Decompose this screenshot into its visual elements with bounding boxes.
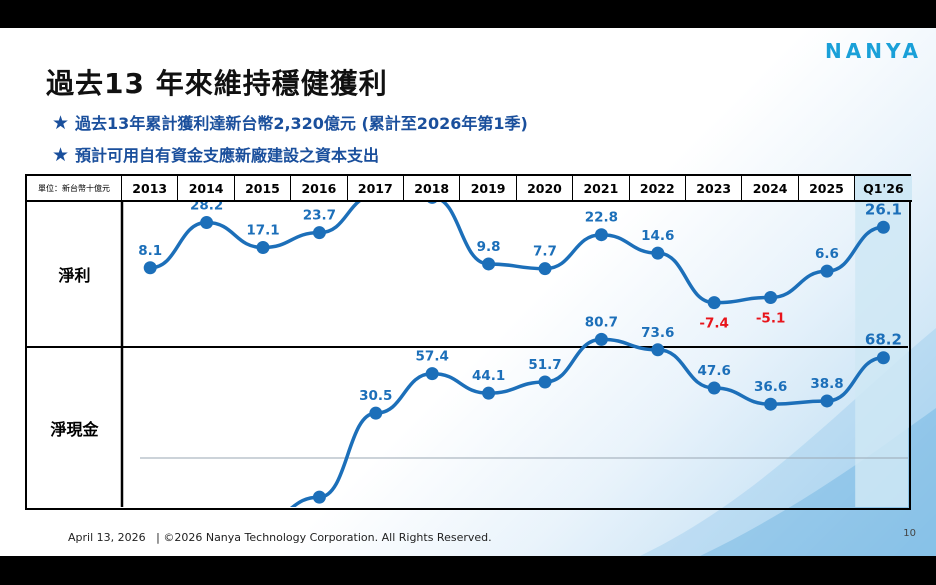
- row-label-net-cash: 淨現金: [50, 419, 99, 439]
- net-cash-point: [312, 490, 326, 504]
- year-header: 2022: [629, 176, 686, 202]
- net-income-point: [707, 296, 721, 310]
- net-income-value-label: -5.1: [756, 310, 786, 326]
- unit-label: 單位：新台幣十億元: [27, 176, 122, 202]
- net-income-value-label: 23.7: [303, 208, 336, 224]
- net-cash-point: [594, 332, 608, 346]
- net-income-value-label: 6.6: [815, 246, 839, 262]
- net-income-point: [820, 264, 834, 278]
- footer-date: April 13, 2026: [68, 531, 146, 544]
- year-header: 2025: [798, 176, 856, 202]
- year-header: Q1'26: [855, 176, 912, 202]
- row-label-net-income: 淨利: [58, 266, 91, 285]
- net-cash-point: [651, 343, 665, 357]
- year-header: 2018: [404, 176, 461, 202]
- year-header: 2019: [460, 176, 517, 202]
- year-header: 2023: [686, 176, 743, 202]
- net-income-value-label: 9.8: [477, 239, 501, 255]
- footer-copyright: ©2026 Nanya Technology Corporation. All …: [163, 531, 492, 544]
- bullet-2: ★ 預計可用自有資金支應新廠建設之資本支出: [52, 142, 379, 166]
- net-cash-value-label: 38.8: [810, 376, 843, 392]
- year-header: 2014: [178, 176, 235, 202]
- net-cash-point: [425, 367, 439, 381]
- year-header: 2021: [573, 176, 630, 202]
- net-cash-point: [538, 375, 552, 389]
- net-income-point: [200, 216, 214, 230]
- net-income-value-label: -7.4: [699, 316, 729, 332]
- net-income-point: [876, 220, 890, 234]
- year-header: 2015: [234, 176, 292, 202]
- net-income-point: [482, 257, 496, 271]
- footer: April 13, 2026 | ©2026 Nanya Technology …: [68, 531, 492, 544]
- net-cash-value-label: 51.7: [528, 357, 561, 373]
- net-income-value-label: 8.1: [138, 243, 162, 259]
- net-cash-point: [369, 406, 383, 420]
- net-income-point: [651, 246, 665, 260]
- net-income-value-label: 17.1: [246, 223, 279, 239]
- net-cash-point: [876, 351, 890, 365]
- net-cash-point: [764, 397, 778, 411]
- year-header: 2024: [742, 176, 799, 202]
- net-cash-value-label: 36.6: [754, 379, 787, 395]
- chart-svg: 8.128.217.123.740.339.49.87.722.814.6-7.…: [27, 176, 908, 507]
- year-header: 2020: [516, 176, 574, 202]
- net-cash-value-label: 44.1: [472, 368, 505, 384]
- bullet-2-text: 預計可用自有資金支應新廠建設之資本支出: [75, 146, 380, 165]
- page-title: 過去13 年來維持穩健獲利: [46, 67, 388, 100]
- page-number: 10: [903, 528, 916, 539]
- net-income-point: [764, 290, 778, 304]
- year-header: 2016: [291, 176, 348, 202]
- net-cash-line: [289, 337, 884, 507]
- star-icon: ★: [52, 112, 70, 134]
- net-cash-value-label: 80.7: [585, 314, 618, 330]
- net-income-value-label: 22.8: [585, 210, 618, 226]
- net-cash-value-label: 57.4: [416, 349, 449, 365]
- net-income-point: [594, 228, 608, 242]
- financial-table: 8.128.217.123.740.339.49.87.722.814.6-7.…: [25, 174, 912, 510]
- bullet-1-text: 過去13年累計獲利達新台幣2,320億元 (累計至2026年第1季): [75, 114, 528, 133]
- net-income-point: [143, 261, 157, 275]
- net-income-value-label: 7.7: [533, 244, 557, 260]
- footer-separator: |: [156, 531, 160, 544]
- net-cash-value-label: 30.5: [359, 388, 392, 404]
- net-cash-value-label: 68.2: [865, 331, 902, 349]
- net-income-point: [312, 226, 326, 240]
- net-income-value-label: 26.1: [865, 200, 902, 218]
- net-cash-point: [820, 394, 834, 408]
- net-income-point: [538, 262, 552, 276]
- nanya-logo: NANYA: [824, 39, 922, 63]
- net-income-point: [256, 241, 270, 255]
- year-header: 2017: [347, 176, 404, 202]
- slide: NANYA 過去13 年來維持穩健獲利 ★ 過去13年累計獲利達新台幣2,320億…: [0, 28, 936, 556]
- year-header: 2013: [122, 176, 179, 202]
- net-cash-value-label: 73.6: [641, 325, 674, 341]
- net-cash-point: [707, 381, 721, 395]
- star-icon: ★: [52, 144, 70, 166]
- net-income-value-label: 14.6: [641, 228, 674, 244]
- net-cash-value-label: 47.6: [698, 363, 731, 379]
- net-cash-point: [482, 386, 496, 400]
- bullet-1: ★ 過去13年累計獲利達新台幣2,320億元 (累計至2026年第1季): [52, 110, 528, 134]
